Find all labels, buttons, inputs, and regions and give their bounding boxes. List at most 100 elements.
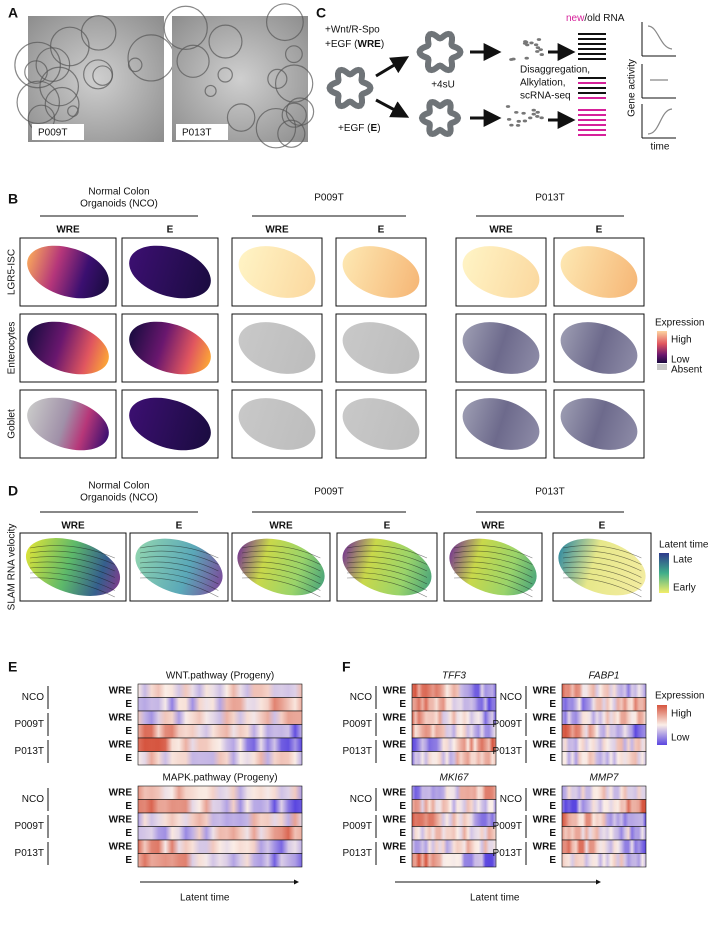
treatment: +Wnt/R-Spo	[325, 25, 380, 36]
cell-fragment	[533, 43, 539, 47]
velocity-stream	[29, 545, 115, 559]
heatmap-title: WNT.pathway (Progeny)	[166, 671, 274, 682]
condition: WRE	[61, 521, 85, 532]
cell-cloud	[462, 398, 540, 450]
sample-label: P009T	[15, 719, 44, 730]
condition: E	[167, 225, 174, 236]
heatmap-row	[561, 812, 647, 827]
cell-cloud	[27, 397, 109, 451]
organoid	[265, 3, 304, 42]
heatmap-row	[561, 697, 647, 712]
legend-title: Latent time	[659, 540, 709, 551]
heatmap-row	[561, 724, 647, 739]
cell-fragment	[539, 53, 544, 56]
organoid	[176, 44, 210, 78]
condition: E	[384, 521, 391, 532]
velocity-stream	[346, 545, 428, 559]
cell-cloud	[449, 538, 537, 596]
cell-fragment	[535, 115, 540, 118]
axis-title: Latent time	[470, 893, 520, 904]
cell-fragment	[539, 116, 544, 120]
organoid	[163, 5, 208, 50]
heatmap-row	[561, 799, 647, 814]
heatmap-row	[411, 839, 497, 854]
axis-title: Latent time	[180, 893, 230, 904]
velocity-stream	[346, 561, 428, 578]
heatmap-row	[137, 799, 303, 814]
condition: E	[399, 801, 406, 812]
legend-absent	[657, 364, 667, 370]
heatmap-row	[561, 737, 647, 752]
cell-cloud	[238, 398, 316, 450]
heatmap-row	[561, 785, 647, 800]
condition: E	[399, 699, 406, 710]
velocity-stream	[562, 550, 642, 565]
condition: WRE	[533, 841, 557, 852]
treatment: +EGF (E)	[338, 123, 381, 134]
condition: WRE	[383, 841, 407, 852]
panel-label: A	[8, 5, 18, 21]
row-label: SLAM RNA velocity	[7, 524, 18, 611]
activity-curve	[647, 108, 673, 135]
sample-label: P013T	[343, 848, 372, 859]
cell-fragment	[523, 40, 528, 43]
cell-cloud	[27, 245, 109, 299]
condition: E	[378, 225, 385, 236]
condition: E	[176, 521, 183, 532]
legend-gradient	[657, 705, 667, 745]
condition: WRE	[109, 787, 133, 798]
cell-cloud	[238, 322, 316, 374]
condition: E	[549, 699, 556, 710]
heatmap-title: MMP7	[590, 773, 619, 784]
condition: E	[125, 726, 132, 737]
panel-label: C	[316, 5, 326, 21]
sample-name: P009T	[38, 128, 67, 139]
cell-cloud	[25, 538, 121, 596]
cell-cloud	[135, 538, 223, 596]
sample-label: NCO	[500, 794, 522, 805]
velocity-stream	[29, 550, 115, 565]
legend-label: Late	[673, 555, 693, 566]
condition: E	[125, 855, 132, 866]
cell-fragment	[516, 119, 521, 123]
condition: E	[549, 801, 556, 812]
legend-label: High	[671, 709, 692, 720]
cell-cloud	[342, 246, 420, 298]
cell-fragment	[531, 108, 536, 112]
condition: WRE	[383, 712, 407, 723]
velocity-stream	[453, 561, 533, 578]
group-title: P013T	[535, 487, 564, 498]
heatmap-row	[137, 751, 303, 766]
treatment: +EGF (WRE)	[325, 39, 384, 50]
condition: E	[125, 699, 132, 710]
organoid	[14, 41, 61, 89]
text-part: /old RNA	[584, 13, 624, 24]
sample-label: P013T	[493, 746, 522, 757]
cell-cloud	[237, 538, 325, 596]
condition: WRE	[383, 685, 407, 696]
velocity-stream	[453, 545, 533, 559]
velocity-stream	[453, 567, 533, 585]
row-label: LGR5-ISC	[7, 249, 18, 295]
condition: E	[125, 828, 132, 839]
condition: E	[549, 828, 556, 839]
cell-cloud	[27, 321, 109, 375]
heatmap-row	[411, 785, 497, 800]
cell-cloud	[560, 398, 638, 450]
condition: WRE	[109, 814, 133, 825]
heatmap-row	[411, 799, 497, 814]
text-part: )	[377, 123, 380, 134]
heatmap-row	[561, 826, 647, 841]
velocity-stream	[241, 561, 321, 578]
cell-cloud	[560, 246, 638, 298]
condition: WRE	[489, 225, 513, 236]
sample-label: P009T	[343, 821, 372, 832]
sample-label: P009T	[343, 719, 372, 730]
panel-label: F	[342, 659, 351, 675]
velocity-stream	[562, 572, 642, 591]
organoid	[204, 84, 217, 98]
velocity-stream	[453, 556, 533, 572]
heatmap-row	[137, 853, 303, 868]
organoid	[284, 45, 303, 64]
